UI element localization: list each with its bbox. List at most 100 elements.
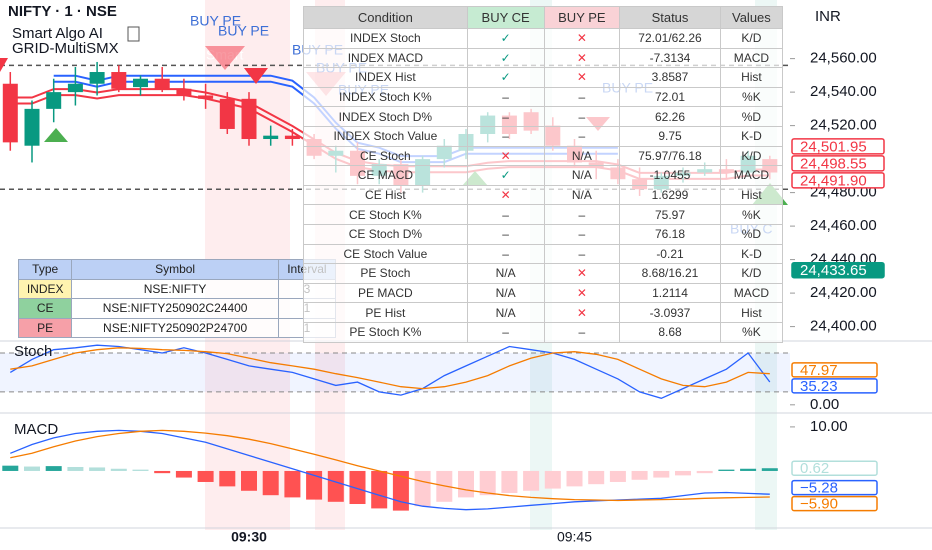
- histogram-bar: [588, 470, 605, 485]
- signal-label: BUY PE: [190, 13, 241, 29]
- histogram-bar: [306, 470, 323, 500]
- table-cell: N/A: [543, 165, 621, 186]
- symbol-table: TypeSymbolIntervalINDEXNSE:NIFTY3CENSE:N…: [17, 259, 337, 338]
- table-cell: PE Hist: [303, 302, 468, 323]
- table-cell: –: [466, 86, 545, 108]
- signal-down: [205, 46, 245, 70]
- candle-body: [154, 78, 170, 89]
- y-tick-label: 24,520.00: [810, 117, 877, 134]
- table-row: CE Hist ✕ N/A 1.6299 Hist: [303, 184, 784, 206]
- table-cell: –: [543, 204, 621, 225]
- table-cell: CE Stoch K%: [303, 204, 468, 225]
- histogram-bar: [523, 470, 540, 491]
- table-cell: –: [543, 321, 621, 343]
- histogram-bar: [609, 470, 626, 482]
- histogram-bar: [696, 470, 713, 474]
- table-cell: ✓: [466, 28, 545, 49]
- table-cell: CE Hist: [303, 184, 468, 206]
- table-cell: MACD: [719, 282, 784, 304]
- table-cell: ✕: [543, 67, 621, 88]
- table-row: INDEX Hist ✓ ✕ 3.8587 Hist: [303, 67, 784, 88]
- table-cell: –: [466, 223, 545, 245]
- table-cell: K-D: [719, 243, 784, 265]
- value-tag-label: 47.97: [800, 362, 838, 379]
- column-header: Status: [619, 6, 721, 29]
- histogram-bar: [132, 469, 149, 471]
- table-row: PE MACD N/A ✕ 1.2114 MACD: [303, 282, 784, 304]
- histogram-bar: [284, 470, 301, 498]
- table-cell: PE Stoch: [303, 263, 468, 284]
- y-tick-label: 0.00: [810, 396, 839, 413]
- table-cell: NSE:NIFTY250902P24700: [71, 317, 279, 338]
- table-row: CE Stoch Value – – -0.21 K-D: [303, 243, 784, 265]
- histogram-bar: [154, 470, 171, 474]
- stoch-line: [9, 344, 771, 399]
- candle-body: [176, 88, 192, 96]
- value-tag: [791, 138, 885, 155]
- info-icon: [127, 26, 140, 42]
- table-cell: INDEX Stoch K%: [303, 86, 468, 108]
- table-cell: ✓: [466, 165, 545, 186]
- value-tag-label: −5.90: [800, 496, 838, 513]
- table-cell: INDEX Stoch: [303, 28, 468, 49]
- indicator-subtitle: GRID-MultiSMX: [12, 40, 119, 57]
- table-cell: 75.97: [619, 204, 721, 225]
- table-cell: N/A: [543, 184, 621, 206]
- candle-body: [263, 135, 279, 140]
- histogram-bar: [24, 466, 40, 471]
- table-cell: %D: [719, 106, 784, 127]
- column-header: BUY PE: [543, 6, 621, 29]
- signal-down: [244, 68, 268, 84]
- histogram-bar: [67, 466, 84, 471]
- table-cell: CE MACD: [303, 165, 468, 186]
- histogram-bar: [718, 469, 735, 471]
- y-tick-label: 10.00: [810, 418, 848, 435]
- table-row: CE MACD ✓ N/A -1.0455 MACD: [303, 165, 784, 186]
- table-cell: ✕: [543, 282, 621, 304]
- histogram-bar: [740, 468, 757, 471]
- table-cell: INDEX Hist: [303, 67, 468, 88]
- table-cell: NSE:NIFTY250902C24400: [71, 298, 279, 319]
- value-tag: [791, 495, 878, 512]
- value-tag: [791, 378, 878, 394]
- table-cell: K-D: [719, 125, 784, 147]
- table-row: CE Stoch K% – –75.97 %K: [303, 204, 784, 225]
- y-tick-label: 24,560.00: [810, 50, 877, 67]
- table-cell: ✕: [466, 145, 545, 167]
- table-cell: 9.75: [619, 125, 721, 147]
- table-cell: K/D: [719, 263, 784, 284]
- histogram-bar: [219, 470, 236, 487]
- table-cell: CE Stoch: [303, 145, 468, 167]
- candle-body: [2, 83, 18, 143]
- candle-body: [46, 92, 62, 109]
- table-cell: NSE:NIFTY: [71, 278, 279, 299]
- table-cell: –: [543, 125, 621, 147]
- histogram-bar: [89, 467, 106, 471]
- table-cell: Hist: [719, 302, 784, 323]
- header-row: Condition BUY CE BUY PE Status Values: [303, 6, 784, 29]
- table-cell: –: [543, 86, 621, 108]
- y-tick-label: 24,460.00: [810, 217, 877, 234]
- table-cell: –: [466, 204, 545, 225]
- value-tag-label: 35.23: [800, 378, 838, 395]
- candle-body: [284, 135, 300, 140]
- table-cell: CE: [17, 298, 73, 319]
- candle-body: [219, 98, 235, 129]
- table-cell: –: [543, 243, 621, 265]
- table-cell: PE: [17, 317, 73, 338]
- histogram-bar: [653, 470, 670, 478]
- table-cell: 3.8587: [619, 67, 721, 88]
- table-row: INDEX MACD ✓ ✕ -7.3134 MACD: [303, 47, 784, 69]
- table-cell: Hist: [719, 184, 784, 206]
- histogram-bar: [675, 470, 691, 476]
- table-cell: -7.3134: [619, 47, 721, 69]
- table-cell: –: [543, 106, 621, 127]
- histogram-bar: [631, 470, 648, 480]
- table-cell: –: [466, 321, 545, 343]
- table-cell: 8.68: [619, 321, 721, 343]
- table-cell: CE Stoch Value: [303, 243, 468, 265]
- histogram-bar: [349, 470, 366, 505]
- pane-title: MACD: [14, 421, 58, 438]
